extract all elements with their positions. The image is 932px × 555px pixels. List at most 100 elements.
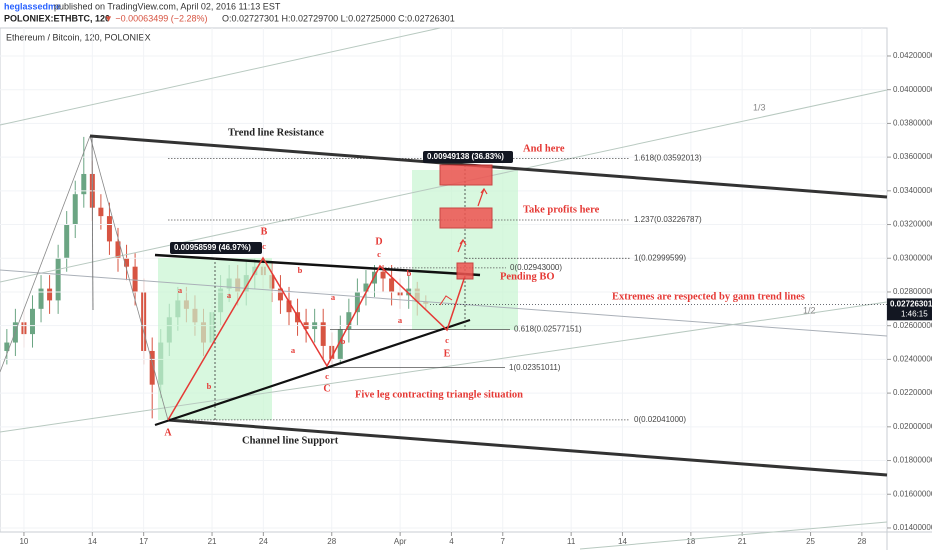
wave-label: B [261,226,268,237]
y-tick-label: 0.02400000 [893,355,932,364]
annotation: Five leg contracting triangle situation [355,389,523,400]
x-tick-label: 28 [327,537,336,546]
wave-label: a [227,290,232,300]
target-box [439,164,493,186]
wave-label: b [298,265,303,275]
wave-label: a [291,345,296,355]
gann-line [0,89,888,283]
arrow-head [480,187,488,195]
wave-label: C [323,383,330,394]
annotation: Pending BO [500,271,555,282]
wave-label: c [377,249,381,259]
measure-label-box [170,242,262,254]
measure-label: 0.00949138 (36.83%) [427,152,504,161]
wave-label: b [407,268,412,278]
target-box [456,262,474,280]
candle-body [38,288,44,309]
countdown: 1:46:15 [901,310,928,319]
fib-label: 1.237(0.03226787) [634,215,702,224]
candle-body [149,350,155,385]
ohlc: O:0.02727301 H:0.02729700 L:0.02725000 C… [222,13,455,23]
annotation: 1/2 [803,305,816,315]
candle-body [286,300,292,313]
x-tick-label: 17 [139,537,148,546]
gann-line [579,521,888,550]
wave-label: c [445,335,449,345]
change: ▼ −0.00063499 (−2.28%) [104,13,207,23]
y-tick-label: 0.04200000 [893,51,932,60]
wave-label: A [164,427,172,438]
target-box [439,207,493,229]
annotation: Take profits here [523,204,600,215]
x-tick-label: 14 [88,537,97,546]
candle-body [72,194,78,225]
author[interactable]: heglassedme [4,1,61,11]
x-tick-label: 11 [567,537,576,546]
x-tick-label: 21 [208,537,217,546]
fib-label: 0(0.02041000) [634,415,686,424]
triangle-upper [154,253,481,277]
wave-label: c [325,371,329,381]
wave-guide [89,135,169,421]
wave-label: a [398,315,403,325]
y-tick-label: 0.03200000 [893,220,932,229]
y-tick-label: 0.02000000 [893,422,932,431]
gann-line [0,269,888,337]
candle-body [337,329,343,360]
candle-body [346,312,352,330]
x-tick-label: 7 [501,537,506,546]
candle-body [124,258,130,267]
fib-label: 1(0.02999599) [634,253,686,262]
x-tick-label: 10 [19,537,28,546]
fib-label: 1.618(0.03592013) [634,154,702,163]
annotation: Trend line Resistance [228,127,324,138]
gann-line [0,301,888,433]
y-tick-label: 0.02600000 [893,321,932,330]
support-line [167,418,888,477]
y-tick-label: 0.03800000 [893,119,932,128]
y-tick-label: 0.03000000 [893,253,932,262]
candle-body [29,308,35,335]
annotation: And here [523,143,565,154]
candle-body [277,288,283,301]
wave-label: D [375,236,382,247]
candle-body [320,322,326,346]
wave-label: b [341,336,346,346]
fib-label: 0.618(0.02577151) [514,325,582,334]
arrow [477,188,485,207]
triangle-lower [154,318,471,427]
x-tick-label: Apr [394,537,407,546]
annotation: Extremes are respected by gann trend lin… [612,291,805,302]
x-tick-label: 25 [806,537,815,546]
y-tick-label: 0.04000000 [893,85,932,94]
symbol: POLONIEX:ETHBTC, 120 [4,13,110,23]
candle-body [47,288,53,301]
gann-line [0,27,441,126]
y-tick-label: 0.01400000 [893,523,932,532]
wave-guide [91,135,94,311]
x-tick-label: 18 [686,537,695,546]
last-price-box [887,298,932,321]
last-price-label: 0.02726301 [890,300,932,309]
y-tick-label: 0.03400000 [893,186,932,195]
candle-body [55,258,61,301]
y-tick-label: 0.01800000 [893,456,932,465]
wave-label: a [331,292,336,302]
candle-body [132,266,138,292]
annotation: Channel line Support [242,435,339,446]
y-tick-label: 0.02200000 [893,388,932,397]
published: published on TradingView.com, April 02, … [54,1,281,11]
y-tick-label: 0.01600000 [893,489,932,498]
candle-body [380,271,386,279]
wave-guide [0,135,91,373]
y-tick-label: 0.03600000 [893,152,932,161]
arrow-head [459,238,467,246]
candle-body [363,283,369,292]
x-tick-label: 14 [618,537,627,546]
x-tick-label: 21 [738,537,747,546]
x-tick-label: 28 [857,537,866,546]
fib-label: 1(0.02351011) [509,363,561,372]
candle-body [115,241,121,259]
measure-label: 0.00958599 (46.97%) [174,243,251,252]
